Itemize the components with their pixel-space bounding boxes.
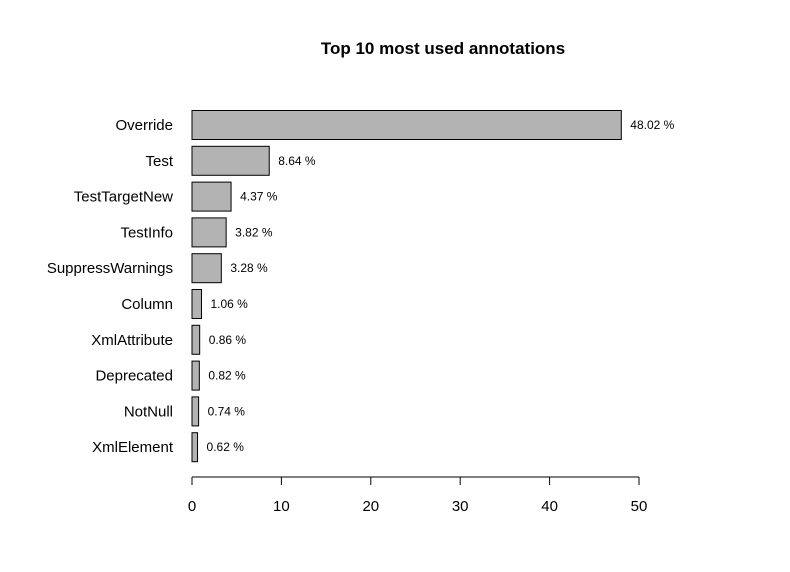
category-label: Deprecated <box>95 368 173 385</box>
category-label: NotNull <box>124 403 173 420</box>
bars-group: Override 48.02 % Test 8.64 % TestTargetNew 4.… <box>47 110 675 463</box>
category-label: TestInfo <box>120 224 173 241</box>
value-label: 48.02 % <box>630 118 674 132</box>
value-label: 1.06 % <box>210 297 248 311</box>
x-tick-label: 0 <box>188 498 196 515</box>
category-label: Test <box>145 153 173 170</box>
bar-notnull <box>191 396 200 427</box>
x-tick-label: 30 <box>452 498 469 515</box>
x-tick-label: 20 <box>362 498 379 515</box>
value-label: 0.82 % <box>208 369 246 383</box>
bar-xmlattribute <box>191 324 201 355</box>
bar-deprecated <box>191 360 200 391</box>
x-tick-label: 40 <box>541 498 558 515</box>
bar-override <box>191 110 622 140</box>
bar-testinfo <box>191 217 227 248</box>
bar-column <box>191 289 202 319</box>
value-label: 0.62 % <box>207 440 245 454</box>
category-label: XmlElement <box>92 439 174 456</box>
bar-suppresswarnings <box>191 253 222 284</box>
bar-testtargetnew <box>191 181 232 212</box>
category-label: SuppressWarnings <box>47 260 173 277</box>
category-label: TestTargetNew <box>74 189 173 206</box>
category-label: XmlAttribute <box>91 332 173 349</box>
value-label: 3.28 % <box>230 261 268 275</box>
bar-xmlelement <box>191 432 199 463</box>
chart-title: Top 10 most used annotations <box>321 39 565 58</box>
value-label: 3.82 % <box>235 225 273 239</box>
category-label: Column <box>121 296 173 313</box>
bar-test <box>191 145 270 176</box>
x-axis: 0 10 20 30 40 50 <box>188 476 648 515</box>
value-label: 8.64 % <box>278 154 316 168</box>
category-label: Override <box>115 117 173 134</box>
x-tick-label: 10 <box>273 498 290 515</box>
x-tick-label: 50 <box>631 498 648 515</box>
value-label: 0.74 % <box>208 404 246 418</box>
value-label: 4.37 % <box>240 190 278 204</box>
value-label: 0.86 % <box>209 333 247 347</box>
